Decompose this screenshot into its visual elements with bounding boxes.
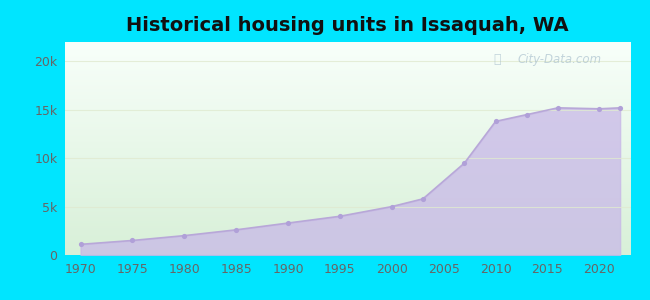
Point xyxy=(490,119,501,124)
Point xyxy=(179,233,190,238)
Point xyxy=(75,242,86,247)
Title: Historical housing units in Issaquah, WA: Historical housing units in Issaquah, WA xyxy=(127,16,569,35)
Point xyxy=(552,105,563,110)
Point xyxy=(615,105,625,110)
Point xyxy=(231,227,241,232)
Point xyxy=(460,160,470,165)
Text: City-Data.com: City-Data.com xyxy=(517,52,601,65)
Text: ⦿: ⦿ xyxy=(494,52,501,65)
Point xyxy=(521,112,532,117)
Point xyxy=(335,214,345,219)
Point xyxy=(594,106,604,111)
Point xyxy=(127,238,138,243)
Point xyxy=(418,196,428,201)
Point xyxy=(387,204,397,209)
Point xyxy=(283,221,293,226)
